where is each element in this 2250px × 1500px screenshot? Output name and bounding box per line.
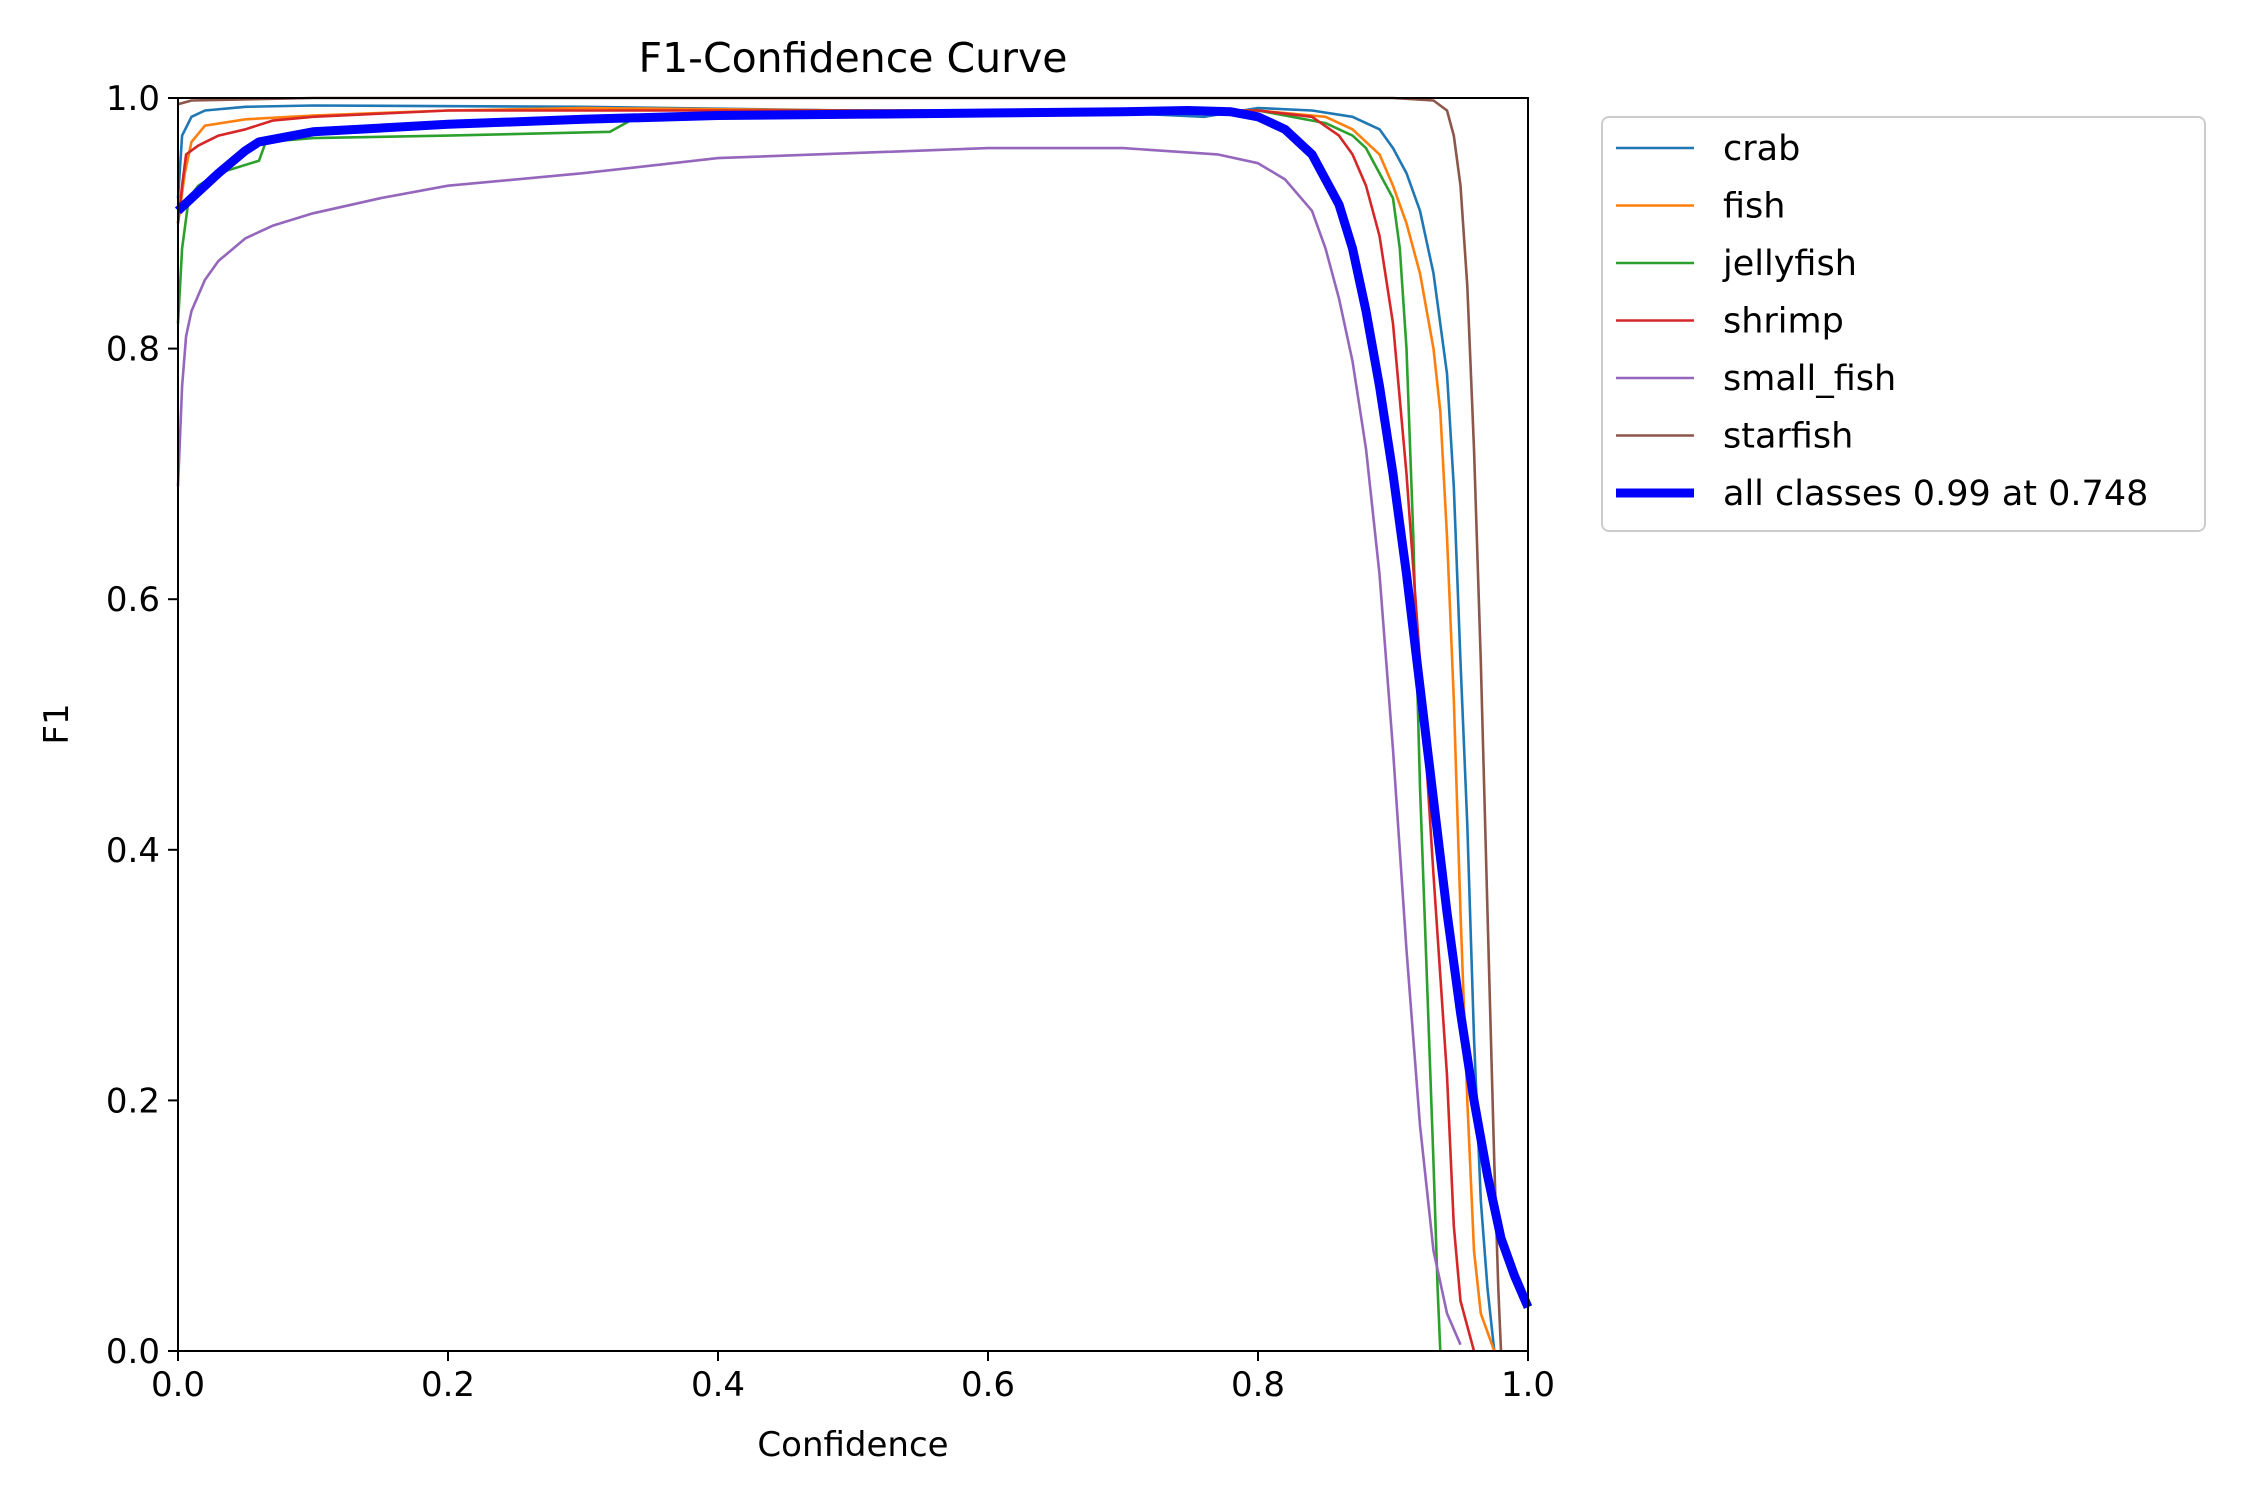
legend-label: fish [1723,187,1785,227]
y-axis-title: F1 [37,703,77,744]
y-tick-label: 0.6 [106,580,160,620]
series-line-crab [176,104,1496,1352]
y-tick-label: 0.2 [106,1081,160,1121]
plot-frame [177,97,1529,1352]
series-line-shrimp [176,109,1476,1352]
y-tick-label: 0.0 [106,1332,160,1372]
series-layer [174,96,1533,1352]
x-tick-label: 0.0 [151,1365,205,1405]
legend: crab fish jellyfish shrimp small_fishstarfis… [1601,116,2206,532]
y-tick-label: 1.0 [106,79,160,119]
series-line-all-classes-0-99-at-0-748 [174,106,1533,1309]
legend-frame [1601,116,2206,532]
legend-label: small_fish [1723,359,1896,399]
legend-label: starfish [1723,417,1853,457]
y-tick-label: 0.8 [106,330,160,370]
legend-label: crab [1723,129,1800,169]
x-axis-title: Confidence [757,1425,948,1465]
axes-layer: 0.0 0.2 0.4 0.6 0.8 1.0 0.0 0.2 0.4 0.6 0.8 1.0 [106,79,1555,1405]
x-tick-label: 0.2 [421,1365,475,1405]
series-line-small-fish [176,146,1462,1346]
y-tick-label: 0.4 [106,831,160,871]
legend-label: all classes 0.99 at 0.748 [1723,474,2148,514]
legend-label: shrimp [1723,302,1844,342]
chart-title: F1-Confidence Curve [639,34,1068,82]
x-tick-label: 0.4 [691,1365,745,1405]
series-line-fish [176,106,1496,1352]
x-tick-label: 0.6 [961,1365,1015,1405]
x-tick-label: 0.8 [1231,1365,1285,1405]
legend-label: jellyfish [1722,244,1857,284]
x-tick-label: 1.0 [1501,1365,1555,1405]
